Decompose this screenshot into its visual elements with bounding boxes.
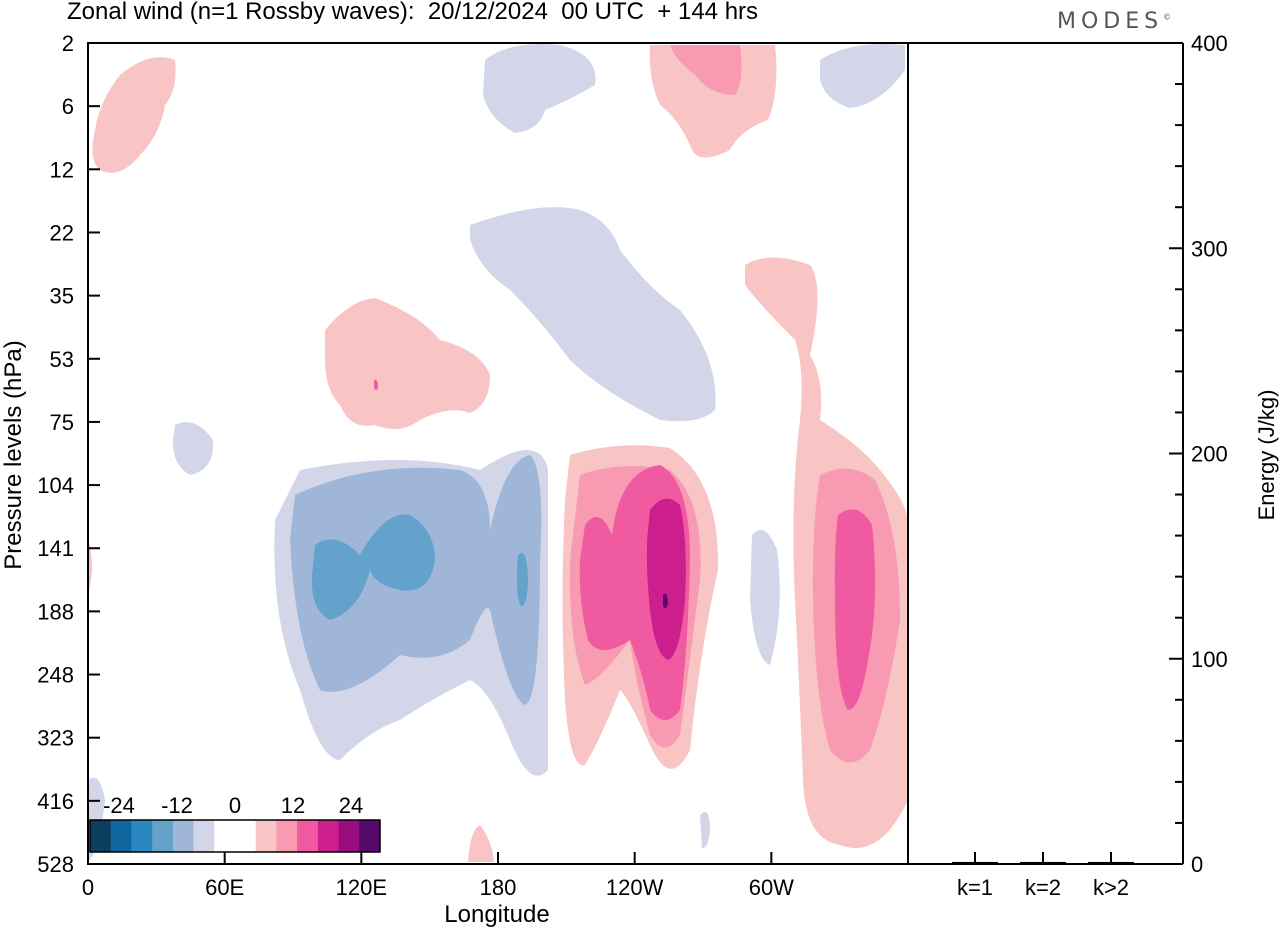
contour-pos-14 [468,825,494,862]
colorbar-label: 0 [229,793,241,818]
colorbar-swatch [131,820,153,852]
colorbar-label: 12 [281,793,305,818]
brand-mark: © [1163,12,1172,22]
energy-bars: k=1 k=2 k>2 [952,852,1134,900]
energy-tick-label: 200 [1191,442,1228,467]
contour-pos-8 [834,509,876,710]
colorbar-swatch [338,820,360,852]
colorbar-swatch [297,820,319,852]
colorbar-label: 24 [339,793,363,818]
colorbar: -24 -12 0 12 24 [89,793,381,853]
contour-neg-8 [172,422,214,475]
pressure-tick-label: 75 [50,410,74,435]
contour-field [88,44,908,862]
colorbar-swatch [276,820,298,852]
contour-neg-9 [750,530,780,665]
longitude-axis: 0 60E 120E 180 120W 60W [82,852,794,900]
colorbar-label: -24 [103,793,135,818]
brand-logo: MODES© [1057,9,1171,34]
pressure-tick-label: 2 [62,31,74,56]
longitude-tick-label: 120E [336,875,387,900]
pressure-tick-label: 323 [37,726,74,751]
energy-tick-label: 100 [1191,647,1228,672]
energy-axis-label: Energy (J/kg) [1254,390,1279,521]
colorbar-swatch [172,820,195,852]
colorbar-frame [89,819,381,853]
pressure-tick-label: 528 [37,852,74,877]
contour-pos-10 [374,379,378,390]
colorbar-swatch [90,820,112,852]
brand-text: MODES [1057,9,1164,34]
energy-axis: 0 100 200 300 400 [1169,31,1228,877]
longitude-tick-label: 0 [82,875,94,900]
contour-pos-13 [92,57,176,173]
energy-tick-label: 300 [1191,236,1228,261]
energy-category-label: k=2 [1025,875,1061,900]
contour-neg-4 [516,552,528,606]
contour-pos-5 [663,593,668,609]
contour-neg-3 [311,514,435,620]
contour-pos-12 [670,45,742,95]
contour-pos-9 [325,298,490,429]
colorbar-swatch [235,820,257,852]
energy-category-label: k>2 [1093,875,1129,900]
pressure-tick-label: 104 [37,473,74,498]
pressure-tick-label: 22 [50,220,74,245]
longitude-tick-label: 120W [606,875,664,900]
energy-tick-label: 0 [1191,852,1203,877]
contour-neg-10 [700,812,710,849]
pressure-tick-label: 35 [50,284,74,309]
contour-neg-7 [820,44,905,108]
colorbar-swatch [193,820,215,852]
pressure-tick-label: 6 [62,94,74,119]
pressure-tick-label: 12 [50,157,74,182]
contour-pos-11 [649,45,777,158]
colorbar-swatch [214,820,236,852]
pressure-axis: 2 6 12 22 35 53 75 104 141 188 248 323 416 528 [37,31,100,877]
colorbar-swatch [152,820,174,852]
colorbar-swatch [317,820,340,852]
colorbar-swatch [359,820,381,852]
colorbar-swatch [255,820,277,852]
pressure-tick-label: 248 [37,663,74,688]
chart-title: Zonal wind (n=1 Rossby waves): 20/12/202… [67,0,759,25]
x-axis-label: Longitude [444,901,549,928]
longitude-tick-label: 60E [205,875,244,900]
contour-neg-5 [470,207,716,422]
pressure-tick-label: 141 [37,536,74,561]
longitude-tick-label: 180 [480,875,517,900]
colorbar-swatch [110,820,132,852]
energy-tick-label: 400 [1191,31,1228,56]
y-axis-label: Pressure levels (hPa) [0,340,27,569]
pressure-tick-label: 53 [50,347,74,372]
contour-neg-6 [483,44,596,133]
longitude-tick-label: 60W [749,875,794,900]
colorbar-label: -12 [161,793,193,818]
pressure-tick-label: 416 [37,789,74,814]
contour-pos-4 [646,498,686,660]
energy-category-label: k=1 [957,875,993,900]
pressure-tick-label: 188 [37,599,74,624]
